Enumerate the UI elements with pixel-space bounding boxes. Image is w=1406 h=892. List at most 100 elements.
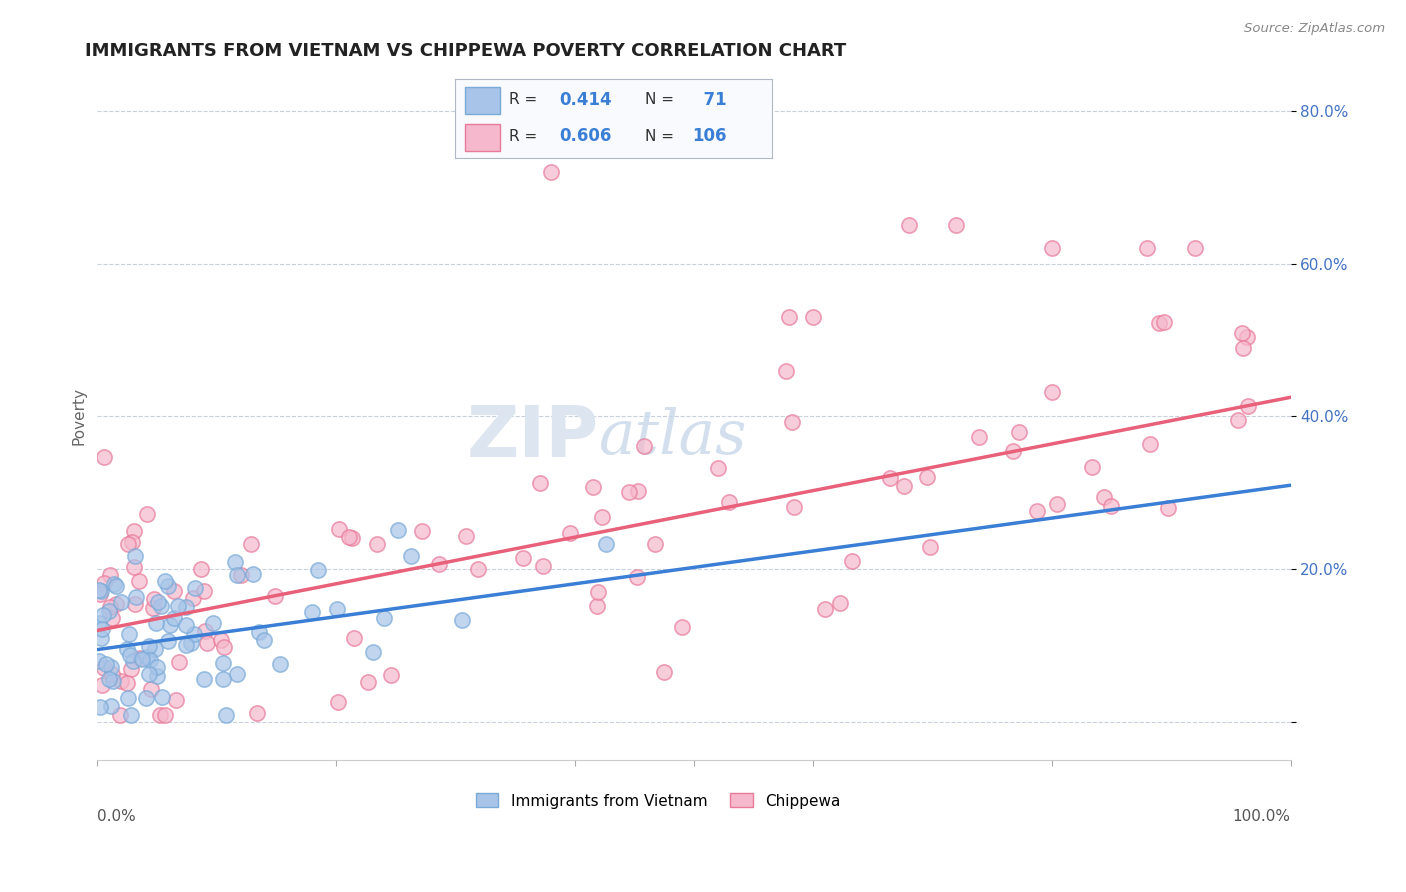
- Immigrants from Vietnam: [387, 523, 409, 537]
- Chippewa: [124, 597, 146, 611]
- Immigrants from Vietnam: [87, 654, 110, 668]
- Chippewa: [117, 536, 139, 550]
- Chippewa: [783, 500, 806, 514]
- Immigrants from Vietnam: [131, 652, 153, 666]
- Chippewa: [110, 707, 132, 722]
- Immigrants from Vietnam: [326, 601, 349, 615]
- Immigrants from Vietnam: [97, 672, 120, 686]
- Immigrants from Vietnam: [253, 632, 276, 647]
- Chippewa: [212, 640, 235, 655]
- Chippewa: [879, 471, 901, 485]
- Chippewa: [98, 600, 121, 615]
- Immigrants from Vietnam: [157, 579, 180, 593]
- Immigrants from Vietnam: [145, 669, 167, 683]
- Chippewa: [915, 470, 938, 484]
- Chippewa: [1232, 341, 1254, 355]
- Chippewa: [671, 619, 693, 633]
- Chippewa: [105, 597, 128, 611]
- Chippewa: [115, 676, 138, 690]
- Chippewa: [98, 567, 121, 582]
- Chippewa: [1153, 315, 1175, 329]
- Chippewa: [828, 596, 851, 610]
- Immigrants from Vietnam: [87, 615, 110, 630]
- Chippewa: [780, 415, 803, 429]
- Chippewa: [626, 570, 648, 584]
- Chippewa: [209, 632, 232, 647]
- Immigrants from Vietnam: [103, 576, 125, 591]
- Immigrants from Vietnam: [301, 605, 323, 619]
- Chippewa: [128, 574, 150, 588]
- Chippewa: [163, 583, 186, 598]
- Chippewa: [239, 537, 262, 551]
- Text: 100.0%: 100.0%: [1233, 808, 1291, 823]
- Immigrants from Vietnam: [90, 584, 112, 599]
- Chippewa: [1236, 329, 1258, 343]
- Chippewa: [246, 706, 269, 720]
- Chippewa: [775, 364, 797, 378]
- Chippewa: [1237, 399, 1260, 413]
- Immigrants from Vietnam: [124, 549, 146, 564]
- Chippewa: [427, 557, 450, 571]
- Immigrants from Vietnam: [138, 639, 160, 653]
- Chippewa: [707, 461, 730, 475]
- Chippewa: [454, 529, 477, 543]
- Chippewa: [1092, 490, 1115, 504]
- Immigrants from Vietnam: [100, 699, 122, 714]
- Chippewa: [1008, 425, 1031, 439]
- Immigrants from Vietnam: [215, 707, 238, 722]
- Text: ZIP: ZIP: [467, 402, 599, 472]
- Chippewa: [231, 568, 253, 582]
- Chippewa: [89, 586, 111, 600]
- Chippewa: [139, 681, 162, 696]
- Immigrants from Vietnam: [145, 615, 167, 630]
- Immigrants from Vietnam: [120, 707, 142, 722]
- Immigrants from Vietnam: [451, 613, 474, 627]
- Immigrants from Vietnam: [136, 650, 159, 665]
- Immigrants from Vietnam: [212, 657, 235, 671]
- Chippewa: [512, 551, 534, 566]
- Immigrants from Vietnam: [125, 590, 148, 604]
- Immigrants from Vietnam: [149, 599, 172, 613]
- Chippewa: [166, 693, 188, 707]
- Immigrants from Vietnam: [91, 622, 114, 636]
- Chippewa: [967, 430, 990, 444]
- Chippewa: [101, 667, 124, 681]
- Legend: Immigrants from Vietnam, Chippewa: Immigrants from Vietnam, Chippewa: [470, 788, 846, 814]
- Text: IMMIGRANTS FROM VIETNAM VS CHIPPEWA POVERTY CORRELATION CHART: IMMIGRANTS FROM VIETNAM VS CHIPPEWA POVE…: [86, 42, 846, 60]
- Chippewa: [814, 602, 837, 616]
- Chippewa: [328, 522, 350, 536]
- Immigrants from Vietnam: [183, 627, 205, 641]
- Immigrants from Vietnam: [146, 660, 169, 674]
- Immigrants from Vietnam: [121, 654, 143, 668]
- Chippewa: [1040, 385, 1063, 400]
- Chippewa: [181, 591, 204, 605]
- Chippewa: [801, 310, 824, 324]
- Chippewa: [1157, 500, 1180, 515]
- Chippewa: [1227, 413, 1250, 427]
- Immigrants from Vietnam: [91, 608, 114, 623]
- Chippewa: [264, 589, 287, 603]
- Immigrants from Vietnam: [89, 700, 111, 714]
- Immigrants from Vietnam: [269, 657, 291, 672]
- Chippewa: [1046, 497, 1069, 511]
- Immigrants from Vietnam: [98, 604, 121, 618]
- Immigrants from Vietnam: [143, 642, 166, 657]
- Immigrants from Vietnam: [156, 633, 179, 648]
- Chippewa: [617, 484, 640, 499]
- Chippewa: [654, 665, 676, 680]
- Chippewa: [558, 525, 581, 540]
- Chippewa: [585, 599, 607, 613]
- Chippewa: [93, 450, 115, 464]
- Immigrants from Vietnam: [361, 645, 384, 659]
- Chippewa: [149, 707, 172, 722]
- Immigrants from Vietnam: [90, 632, 112, 646]
- Chippewa: [591, 509, 613, 524]
- Immigrants from Vietnam: [159, 618, 181, 632]
- Immigrants from Vietnam: [247, 624, 270, 639]
- Immigrants from Vietnam: [399, 549, 422, 564]
- Chippewa: [1040, 241, 1063, 255]
- Chippewa: [945, 219, 967, 233]
- Chippewa: [1147, 317, 1170, 331]
- Chippewa: [193, 584, 215, 599]
- Text: 0.0%: 0.0%: [97, 808, 136, 823]
